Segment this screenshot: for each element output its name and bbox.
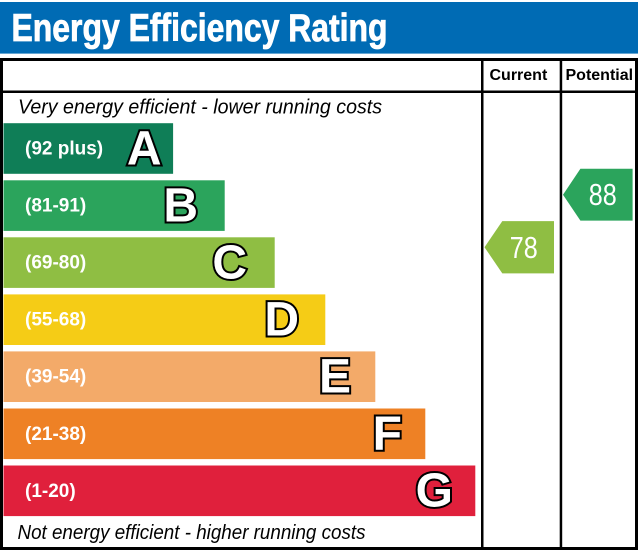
svg-text:Very energy efficient - lower: Very energy efficient - lower running co… [18, 96, 382, 119]
svg-text:G: G [416, 465, 453, 518]
svg-text:D: D [264, 294, 299, 347]
svg-text:78: 78 [510, 230, 538, 265]
svg-text:E: E [319, 351, 351, 404]
svg-text:Potential: Potential [566, 67, 634, 84]
svg-text:Energy Efficiency Rating: Energy Efficiency Rating [12, 7, 388, 50]
svg-text:(69-80): (69-80) [25, 253, 86, 274]
svg-text:C: C [212, 237, 247, 290]
svg-text:(39-54): (39-54) [25, 367, 86, 388]
svg-text:(1-20): (1-20) [25, 481, 76, 502]
svg-text:(81-91): (81-91) [25, 196, 86, 217]
svg-text:Not energy efficient - higher: Not energy efficient - higher running co… [18, 521, 366, 544]
svg-text:B: B [163, 180, 198, 233]
svg-text:(92 plus): (92 plus) [25, 139, 103, 160]
svg-text:Current: Current [490, 67, 548, 84]
svg-text:(55-68): (55-68) [25, 310, 86, 331]
svg-text:F: F [373, 408, 402, 461]
svg-text:88: 88 [589, 177, 617, 212]
svg-text:A: A [127, 123, 162, 176]
svg-text:(21-38): (21-38) [25, 424, 86, 445]
